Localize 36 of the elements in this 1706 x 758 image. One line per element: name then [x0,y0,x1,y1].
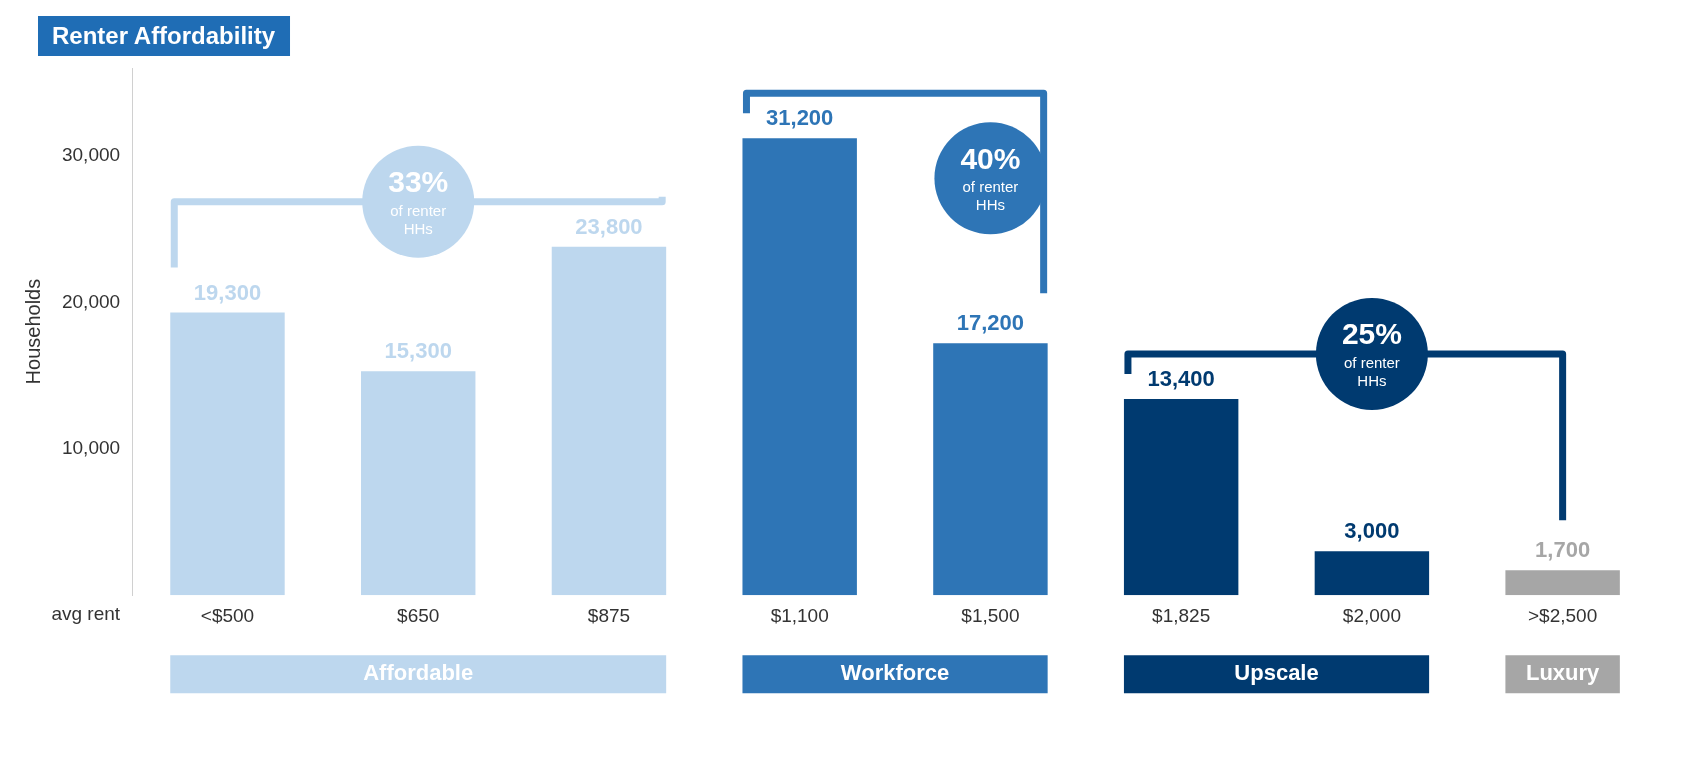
annotation: 25% of renter HHs [1341,317,1402,390]
annotation: 40% of renter HHs [960,141,1021,214]
y-axis-title: Households [21,278,44,385]
data-label: 13,400 [1147,366,1215,392]
bar [551,246,667,596]
data-label: 31,200 [766,105,834,131]
y-tick-label: 10,000 [61,436,121,458]
data-label: 1,700 [1535,537,1591,563]
text: Affordable [363,660,474,686]
text: Workforce [840,660,950,686]
data-label: 17,200 [956,310,1025,336]
bar [1505,570,1620,596]
x-tick-label: >$2,500 [1528,604,1598,626]
data-label: 15,300 [384,338,452,364]
x-tick-label: $650 [397,604,440,626]
x-tick-label: $1,500 [961,604,1020,626]
bar [1314,551,1430,596]
bar [933,343,1048,596]
y-tick-label: 20,000 [61,290,121,312]
x-tick-label: $1,825 [1152,604,1211,626]
bar [1123,398,1239,596]
bar [170,312,285,596]
y-tick-label: 30,000 [61,144,121,166]
data-label: 23,800 [575,213,643,239]
chart-title: Renter Affordability [52,21,276,49]
x-tick-label: $875 [587,604,631,626]
bar [361,371,476,596]
annotation: 33% of renter HHs [388,164,449,237]
text: Luxury [1525,660,1601,686]
x-tick-label: <$500 [200,604,255,626]
data-label: 3,000 [1344,518,1400,544]
data-label: 19,300 [193,279,262,305]
x-tick-label: $2,000 [1342,604,1401,626]
x-tick-label: $1,100 [770,604,829,626]
x-axis-title: avg rent [51,603,121,625]
text: Upscale [1234,660,1319,686]
